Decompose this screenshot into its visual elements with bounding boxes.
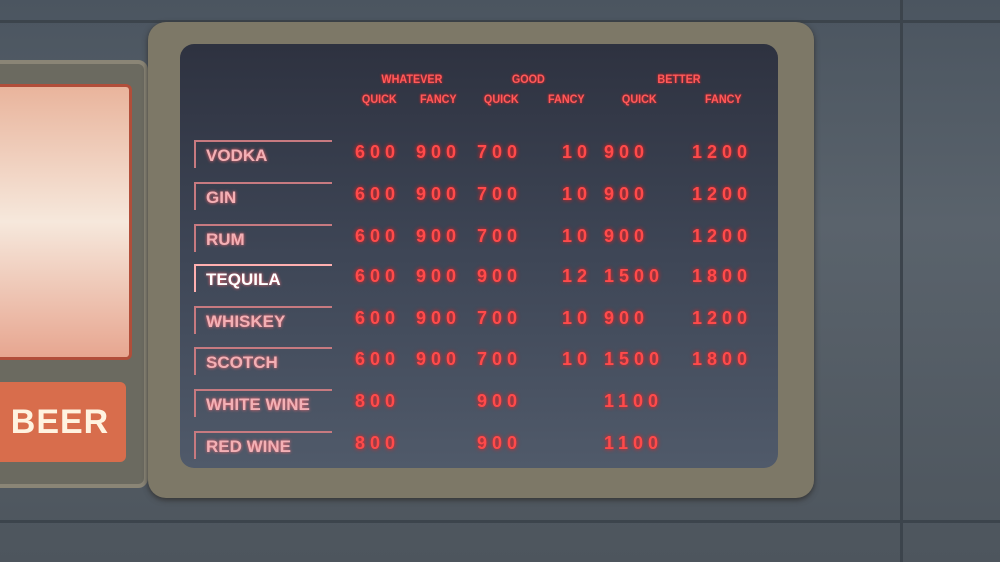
price-cell: 900 — [477, 266, 523, 286]
drink-label: WHISKEY — [194, 306, 332, 334]
price-cell: 700 — [477, 226, 523, 246]
price-cell: 900 — [604, 226, 650, 246]
price-cell: 700 — [477, 184, 523, 204]
beer-sign: BEER — [0, 60, 148, 488]
price-cell: 10 — [562, 349, 593, 369]
price-cell: 900 — [477, 433, 523, 453]
price-cell: 700 — [477, 308, 523, 328]
price-cell: 10 — [562, 184, 593, 204]
price-cell: 900 — [604, 142, 650, 162]
price-cell: 700 — [477, 142, 523, 162]
price-cell: 600 — [355, 226, 401, 246]
price-cell: 600 — [355, 266, 401, 286]
drink-label: GIN — [194, 182, 332, 210]
price-cell: 600 — [355, 142, 401, 162]
price-cell: 900 — [604, 308, 650, 328]
drink-label: WHITE WINE — [194, 389, 332, 417]
price-cell: 1200 — [692, 142, 753, 162]
price-cell: 600 — [355, 349, 401, 369]
brick-mortar — [0, 520, 1000, 523]
drink-label: SCOTCH — [194, 347, 332, 375]
beer-sign-text: BEER — [0, 382, 126, 462]
price-cell: 900 — [477, 391, 523, 411]
column-header: QUICK — [361, 92, 397, 106]
column-header: QUICK — [483, 92, 519, 106]
group-header: WHATEVER — [381, 72, 443, 86]
price-cell: 1500 — [604, 266, 665, 286]
drink-label: VODKA — [194, 140, 332, 168]
price-cell: 1200 — [692, 226, 753, 246]
price-cell: 1200 — [692, 184, 753, 204]
price-cell: 10 — [562, 142, 593, 162]
group-header: GOOD — [511, 72, 545, 86]
brick-mortar — [0, 20, 1000, 23]
price-cell: 1100 — [604, 433, 664, 453]
price-cell: 900 — [416, 184, 462, 204]
price-cell: 10 — [562, 226, 593, 246]
price-cell: 700 — [477, 349, 523, 369]
price-cell: 1200 — [692, 308, 753, 328]
drink-label: RED WINE — [194, 431, 332, 459]
price-cell: 10 — [562, 308, 593, 328]
drink-label: RUM — [194, 224, 332, 252]
price-cell: 800 — [355, 433, 401, 453]
drink-label: TEQUILA — [194, 264, 332, 292]
price-cell: 1100 — [604, 391, 664, 411]
price-cell: 900 — [416, 266, 462, 286]
sign-illustration — [0, 84, 132, 360]
price-cell: 600 — [355, 308, 401, 328]
column-header: FANCY — [548, 92, 585, 106]
column-header: FANCY — [420, 92, 457, 106]
price-cell: 900 — [416, 308, 462, 328]
price-cell: 800 — [355, 391, 401, 411]
price-board-screen — [180, 44, 778, 468]
price-cell: 1500 — [604, 349, 665, 369]
price-cell: 1800 — [692, 349, 753, 369]
column-header: QUICK — [621, 92, 657, 106]
group-header: BETTER — [657, 72, 701, 86]
column-header: FANCY — [705, 92, 742, 106]
brick-mortar — [900, 0, 903, 562]
price-cell: 1800 — [692, 266, 753, 286]
price-cell: 900 — [416, 349, 462, 369]
price-cell: 900 — [416, 142, 462, 162]
price-cell: 900 — [416, 226, 462, 246]
price-cell: 900 — [604, 184, 650, 204]
price-cell: 600 — [355, 184, 401, 204]
price-cell: 12 — [562, 266, 593, 286]
